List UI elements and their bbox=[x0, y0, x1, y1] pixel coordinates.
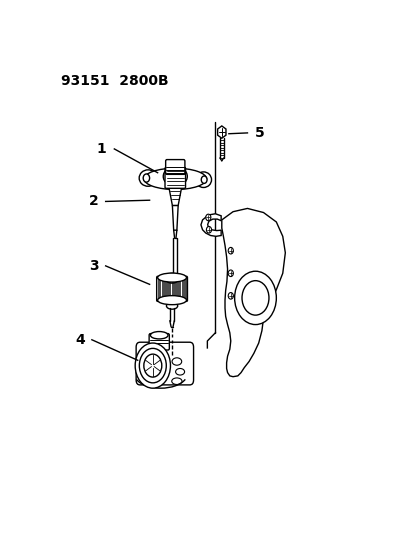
Circle shape bbox=[143, 174, 149, 182]
Circle shape bbox=[228, 270, 233, 277]
Ellipse shape bbox=[166, 278, 177, 283]
Ellipse shape bbox=[166, 303, 177, 309]
Ellipse shape bbox=[172, 358, 181, 365]
Circle shape bbox=[139, 349, 166, 383]
Text: 1: 1 bbox=[96, 142, 106, 156]
Polygon shape bbox=[217, 126, 225, 138]
Text: 5: 5 bbox=[254, 126, 264, 140]
Circle shape bbox=[228, 247, 233, 254]
Ellipse shape bbox=[150, 332, 168, 339]
Ellipse shape bbox=[144, 168, 206, 190]
Ellipse shape bbox=[166, 273, 177, 280]
Circle shape bbox=[143, 354, 161, 377]
Polygon shape bbox=[169, 187, 181, 206]
Circle shape bbox=[228, 293, 233, 299]
Circle shape bbox=[135, 343, 170, 388]
Ellipse shape bbox=[195, 172, 211, 188]
PathPatch shape bbox=[200, 214, 221, 236]
Polygon shape bbox=[172, 206, 178, 230]
Circle shape bbox=[206, 227, 211, 233]
FancyBboxPatch shape bbox=[156, 276, 187, 301]
PathPatch shape bbox=[221, 208, 285, 377]
Text: 93151  2800B: 93151 2800B bbox=[61, 74, 169, 88]
FancyBboxPatch shape bbox=[165, 159, 185, 174]
Ellipse shape bbox=[171, 378, 182, 384]
Circle shape bbox=[201, 176, 206, 183]
Ellipse shape bbox=[175, 368, 184, 375]
FancyBboxPatch shape bbox=[136, 342, 193, 385]
FancyBboxPatch shape bbox=[165, 167, 185, 188]
Text: 2: 2 bbox=[88, 195, 98, 208]
FancyBboxPatch shape bbox=[149, 334, 169, 350]
Circle shape bbox=[242, 281, 268, 315]
Text: 4: 4 bbox=[75, 333, 85, 347]
Ellipse shape bbox=[163, 166, 187, 186]
Circle shape bbox=[234, 271, 276, 325]
Ellipse shape bbox=[157, 296, 186, 305]
Circle shape bbox=[205, 214, 210, 221]
Ellipse shape bbox=[139, 170, 157, 186]
Text: 3: 3 bbox=[88, 259, 98, 273]
Ellipse shape bbox=[157, 273, 186, 282]
